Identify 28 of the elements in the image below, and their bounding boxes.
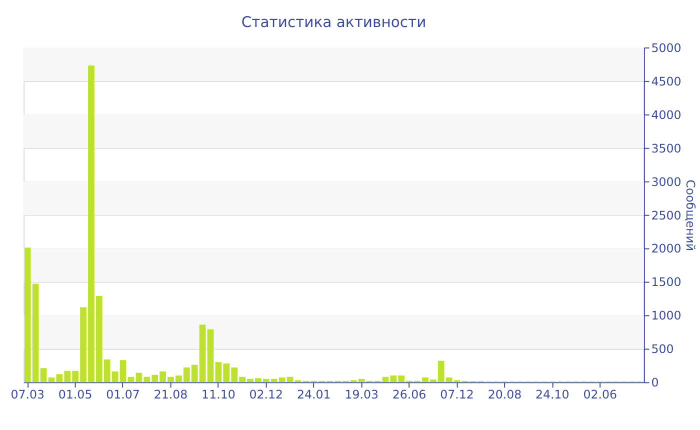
x-tick-label: 24.01 (296, 387, 331, 402)
x-tick-label: 19.03 (344, 387, 378, 402)
bar (207, 329, 214, 382)
y2-tick-label: 2000 (651, 242, 682, 256)
chart-title: Статистика активности (241, 14, 426, 31)
y2-tick-label: 4000 (651, 108, 682, 122)
bar (40, 368, 47, 382)
y2-tick-label: 0 (651, 376, 659, 390)
x-tick-label: 01.05 (58, 387, 92, 402)
x-tick-label: 24.10 (536, 387, 570, 402)
y2-tick-label: 2500 (651, 208, 682, 222)
x-tick-label: 02.12 (249, 387, 284, 402)
x-tick-label: 11.10 (202, 387, 236, 402)
x-tick-label: 26.06 (392, 387, 426, 402)
x-tick-label: 21.08 (154, 387, 188, 402)
y2-tick-label: 3000 (651, 174, 682, 189)
y2-tick-label: 1500 (651, 275, 682, 290)
x-tick-label: 07.12 (440, 387, 474, 402)
y2-axis-title: Сообщений (683, 180, 698, 251)
y2-tick-label: 1000 (651, 308, 682, 323)
x-tick-label: 01.07 (106, 387, 140, 402)
x-tick-label: 07.03 (10, 387, 44, 402)
x-tick-label: 20.08 (488, 387, 522, 402)
y2-tick-label: 4500 (651, 74, 682, 88)
y2-tick-label: 3500 (651, 141, 682, 156)
y2-tick-label: 5000 (651, 40, 682, 55)
y2-tick-label: 500 (651, 342, 674, 356)
x-tick-label: 02.06 (583, 387, 618, 402)
